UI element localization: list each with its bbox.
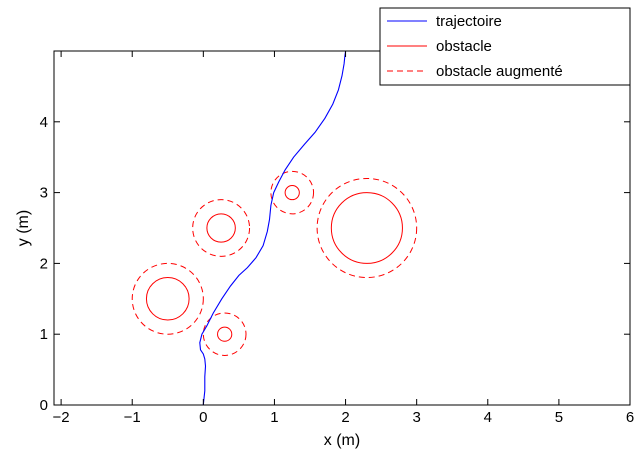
augmented-obstacle-1 <box>202 312 247 356</box>
augmented-obstacle-4 <box>316 177 418 279</box>
obstacle-4 <box>330 192 403 264</box>
augmented-obstacle-3 <box>270 170 315 215</box>
obstacle-1 <box>217 326 233 342</box>
x-tick-label: 4 <box>484 409 492 426</box>
series-layer <box>199 50 347 406</box>
y-axis-label: y (m) <box>15 210 32 246</box>
legend-label-obstacle: obstacle <box>436 38 492 55</box>
x-axis-label: x (m) <box>324 432 360 449</box>
obstacle-0 <box>145 277 190 321</box>
y-tick-label: 0 <box>40 397 48 414</box>
x-tick-label: 1 <box>270 409 278 426</box>
x-tick-label: 6 <box>626 409 634 426</box>
plot-area <box>53 50 631 406</box>
x-tick-label: 0 <box>199 409 207 426</box>
y-tick-label: 3 <box>40 185 48 202</box>
x-tick-label: 3 <box>412 409 420 426</box>
legend-label-obstacle-augmente: obstacle augmenté <box>436 63 563 80</box>
augmented-obstacle-0 <box>131 262 204 335</box>
obstacle-layer <box>131 170 418 356</box>
x-tick-label: 2 <box>341 409 349 426</box>
y-tick-label: 1 <box>40 326 48 343</box>
obstacle-2 <box>206 213 236 243</box>
y-tick-label: 2 <box>40 255 48 272</box>
series-line-0 <box>199 50 347 406</box>
legend: trajectoire obstacle obstacle augmenté <box>379 7 631 86</box>
y-tick-label: 4 <box>40 114 48 131</box>
legend-label-trajectoire: trajectoire <box>436 13 502 30</box>
augmented-obstacle-2 <box>192 199 251 257</box>
tick-layer: −2 −1 0 1 2 3 4 5 6 0 1 2 3 4 <box>40 51 634 426</box>
obstacle-3 <box>284 185 300 201</box>
x-tick-label: −2 <box>53 409 70 426</box>
x-tick-label: 5 <box>555 409 563 426</box>
x-tick-label: −1 <box>124 409 141 426</box>
